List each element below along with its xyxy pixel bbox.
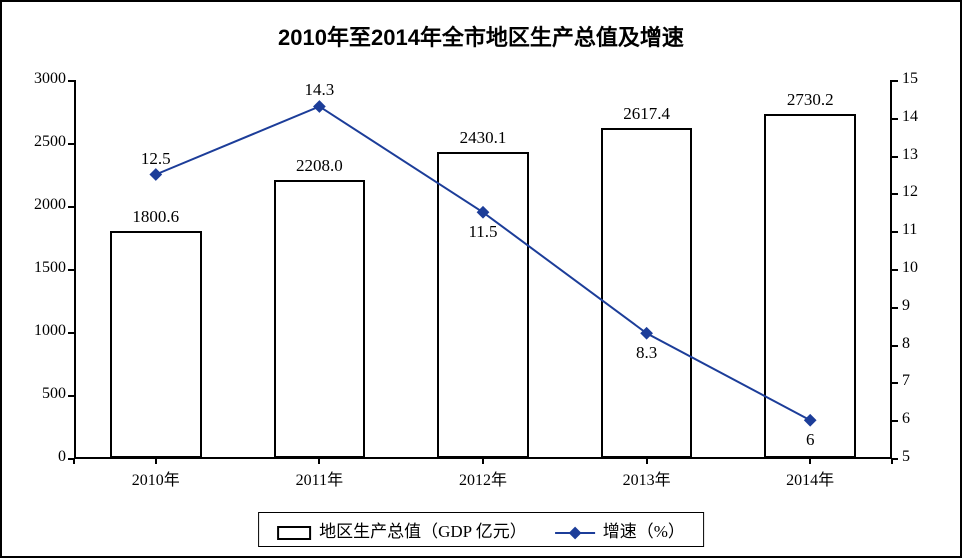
chart-frame: 2010年至2014年全市地区生产总值及增速 05001000150020002…	[0, 0, 962, 558]
axis-line	[809, 458, 811, 464]
line-value-label: 14.3	[279, 80, 359, 100]
legend-label: 增速（%）	[603, 522, 685, 541]
y-right-tick-label: 5	[902, 448, 942, 466]
axis-line	[892, 420, 898, 422]
axis-line	[891, 458, 893, 464]
axis-line	[482, 458, 484, 464]
y-left-tick-label: 2500	[14, 133, 66, 151]
x-tick-label: 2013年	[597, 466, 697, 490]
plot-area: 0500100015002000250030005678910111213141…	[74, 80, 892, 458]
x-tick-label: 2012年	[433, 466, 533, 490]
line-marker	[313, 100, 326, 113]
y-right-tick-label: 12	[902, 183, 942, 201]
axis-line	[892, 156, 898, 158]
legend-swatch-line	[555, 526, 595, 540]
axis-line	[892, 80, 898, 82]
y-left-tick-label: 0	[14, 448, 66, 466]
line-value-label: 12.5	[116, 149, 196, 169]
axis-line	[646, 458, 648, 464]
axis-line	[892, 118, 898, 120]
axis-line	[892, 231, 898, 233]
axis-line	[892, 269, 898, 271]
line-marker	[149, 168, 162, 181]
axis-line	[892, 382, 898, 384]
y-right-tick-label: 7	[902, 372, 942, 390]
axis-line	[892, 345, 898, 347]
y-left-tick-label: 2000	[14, 196, 66, 214]
axis-line	[155, 458, 157, 464]
line-series	[74, 80, 892, 458]
legend-item: 增速（%）	[555, 517, 685, 542]
line-marker	[804, 414, 817, 427]
axis-line	[892, 193, 898, 195]
y-right-tick-label: 10	[902, 259, 942, 277]
y-right-tick-label: 11	[902, 221, 942, 239]
axis-line	[318, 458, 320, 464]
x-tick-label: 2010年	[106, 466, 206, 490]
x-tick-label: 2011年	[269, 466, 369, 490]
axis-line	[73, 458, 75, 464]
legend: 地区生产总值（GDP 亿元） 增速（%）	[258, 512, 704, 547]
line-value-label: 6	[770, 430, 850, 450]
y-right-tick-label: 6	[902, 410, 942, 428]
legend-swatch-bar	[277, 526, 311, 540]
y-left-tick-label: 500	[14, 385, 66, 403]
legend-label: 地区生产总值（GDP 亿元）	[319, 522, 527, 541]
x-tick-label: 2014年	[760, 466, 860, 490]
y-left-tick-label: 1000	[14, 322, 66, 340]
y-right-tick-label: 8	[902, 335, 942, 353]
line-value-label: 11.5	[443, 222, 523, 242]
chart-title: 2010年至2014年全市地区生产总值及增速	[2, 20, 960, 52]
line-value-label: 8.3	[607, 343, 687, 363]
y-right-tick-label: 14	[902, 108, 942, 126]
y-right-tick-label: 13	[902, 146, 942, 164]
axis-line	[892, 307, 898, 309]
y-right-tick-label: 9	[902, 297, 942, 315]
y-left-tick-label: 1500	[14, 259, 66, 277]
legend-item: 地区生产总值（GDP 亿元）	[277, 517, 527, 542]
y-right-tick-label: 15	[902, 70, 942, 88]
y-left-tick-label: 3000	[14, 70, 66, 88]
